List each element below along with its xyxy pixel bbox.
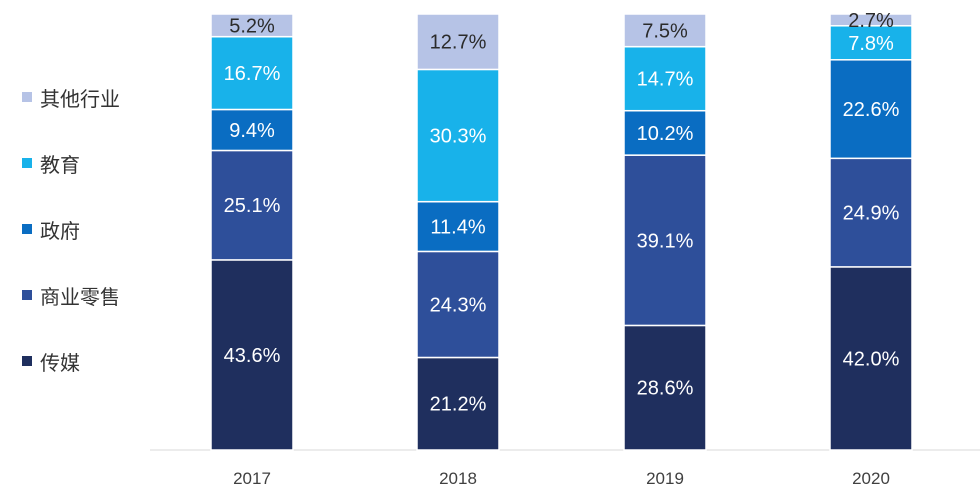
legend-label-media: 传媒 — [40, 350, 80, 375]
data-label-education-2019: 14.7% — [637, 69, 694, 91]
bar-segment-other-2020 — [829, 13, 913, 27]
data-label-government-2017: 9.4% — [229, 120, 275, 142]
legend-swatch-media — [22, 356, 32, 366]
data-label-education-2018: 30.3% — [430, 126, 487, 148]
bar-stack-group: 43.6% 25.1% 9.4% 16.7% 5.2% 21.2% 24.3% 11.4% 30… — [210, 10, 913, 451]
data-label-retail-2019: 39.1% — [637, 230, 694, 252]
legend-swatch-other — [22, 92, 32, 102]
legend-label-other: 其他行业 — [40, 86, 120, 111]
data-label-government-2019: 10.2% — [637, 123, 694, 145]
data-label-other-2020: 2.7% — [848, 10, 894, 32]
legend-swatch-government — [22, 224, 32, 234]
bar-segment-education-2017 — [210, 35, 294, 111]
data-label-education-2020: 7.8% — [848, 33, 894, 55]
legend-swatch-education — [22, 158, 32, 168]
bar-segment-government-2018 — [416, 200, 500, 253]
data-label-media-2019: 28.6% — [637, 378, 694, 400]
bar-segment-media-2017 — [210, 259, 294, 451]
data-label-retail-2018: 24.3% — [430, 294, 487, 316]
legend: 其他行业 教育 政府 商业零售 传媒 — [22, 86, 120, 416]
data-label-other-2019: 7.5% — [642, 20, 688, 42]
legend-label-education: 教育 — [40, 152, 80, 177]
data-label-retail-2020: 24.9% — [843, 203, 900, 225]
bar-segment-education-2020 — [829, 25, 913, 61]
x-tick-label-2020: 2020 — [852, 469, 890, 488]
bar-segment-other-2017 — [210, 13, 294, 38]
bar-segment-retail-2019 — [623, 154, 707, 327]
data-label-other-2018: 12.7% — [430, 32, 487, 54]
legend-item-education: 教育 — [22, 152, 120, 177]
bar-segment-retail-2018 — [416, 250, 500, 359]
legend-item-media: 传媒 — [22, 350, 120, 375]
data-label-media-2018: 21.2% — [430, 394, 487, 416]
bar-segment-government-2020 — [829, 59, 913, 160]
legend-label-government: 政府 — [40, 218, 80, 243]
x-tick-label-2017: 2017 — [233, 469, 271, 488]
data-label-government-2018: 11.4% — [430, 217, 485, 239]
bar-segment-education-2018 — [416, 68, 500, 203]
legend-item-retail: 商业零售 — [22, 284, 120, 309]
data-label-other-2017: 5.2% — [229, 15, 275, 37]
data-label-media-2020: 42.0% — [843, 348, 900, 370]
bar-segment-other-2019 — [623, 13, 707, 48]
legend-label-retail: 商业零售 — [40, 284, 120, 309]
bar-segment-media-2018 — [416, 356, 500, 451]
data-label-retail-2017: 25.1% — [224, 195, 281, 217]
x-tick-label-2019: 2019 — [646, 469, 684, 488]
bar-segment-retail-2017 — [210, 149, 294, 261]
x-tick-label-2018: 2018 — [439, 469, 477, 488]
bar-segment-media-2020 — [829, 266, 913, 451]
data-label-government-2020: 22.6% — [843, 99, 900, 121]
bar-segment-government-2019 — [623, 109, 707, 156]
legend-item-government: 政府 — [22, 218, 120, 243]
data-label-media-2017: 43.6% — [224, 345, 281, 367]
legend-item-other: 其他行业 — [22, 86, 120, 111]
x-tick-group: 2017 2018 2019 2020 — [233, 469, 890, 488]
legend-swatch-retail — [22, 290, 32, 300]
data-label-education-2017: 16.7% — [224, 63, 281, 85]
bar-segment-retail-2020 — [829, 157, 913, 268]
bar-segment-education-2019 — [623, 45, 707, 112]
bar-segment-other-2018 — [416, 13, 500, 71]
